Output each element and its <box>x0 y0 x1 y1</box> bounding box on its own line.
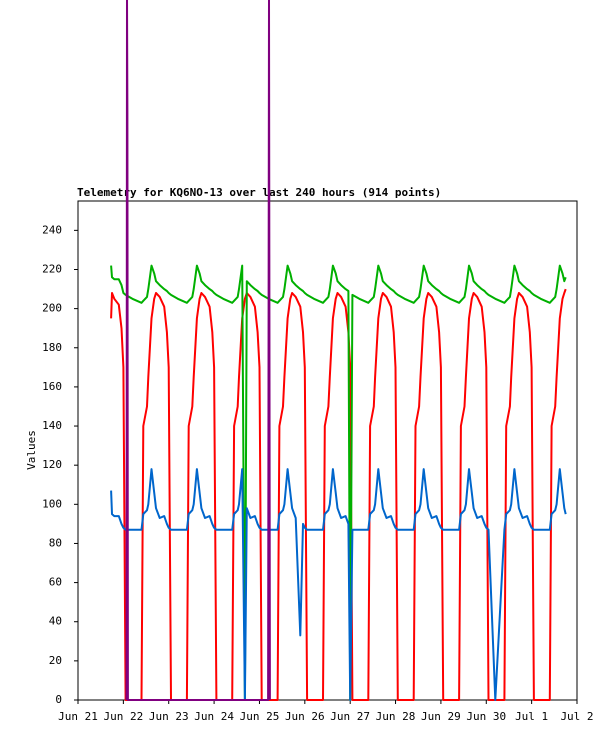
plot-frame <box>77 200 578 701</box>
x-tick-label: Jun 30 <box>466 710 506 723</box>
x-tick-label: Jun 26 <box>285 710 325 723</box>
y-tick-label: 120 <box>42 458 62 471</box>
x-tick-label: Jul 1 <box>515 710 548 723</box>
y-tick-label: 100 <box>42 497 62 510</box>
x-tick-label: Jun 27 <box>330 710 370 723</box>
y-tick-label: 80 <box>49 536 62 549</box>
series-line <box>110 264 567 701</box>
series-line <box>110 288 567 701</box>
series-line <box>110 468 567 701</box>
x-tick-label: Jun 23 <box>149 710 189 723</box>
y-tick-label: 20 <box>49 654 62 667</box>
x-tick-label: Jun 24 <box>194 710 234 723</box>
y-axis-label: Values <box>25 430 38 470</box>
x-tick-label: Jun 21 <box>58 710 98 723</box>
x-tick-label: Jul 2 <box>560 710 593 723</box>
series-line <box>125 0 271 701</box>
y-tick-label: 180 <box>42 341 62 354</box>
x-tick-label: Jun 22 <box>103 710 143 723</box>
chart-title: Telemetry for KQ6NO-13 over last 240 hou… <box>77 186 441 199</box>
y-tick-label: 220 <box>42 262 62 275</box>
y-tick-label: 140 <box>42 419 62 432</box>
y-tick-label: 60 <box>49 576 62 589</box>
y-tick-label: 40 <box>49 615 62 628</box>
y-tick-label: 200 <box>42 302 62 315</box>
x-tick-label: Jun 28 <box>376 710 416 723</box>
y-tick-label: 240 <box>42 223 62 236</box>
x-tick-label: Jun 29 <box>421 710 461 723</box>
y-tick-label: 160 <box>42 380 62 393</box>
x-tick-label: Jun 25 <box>240 710 280 723</box>
y-tick-label: 0 <box>55 693 62 706</box>
